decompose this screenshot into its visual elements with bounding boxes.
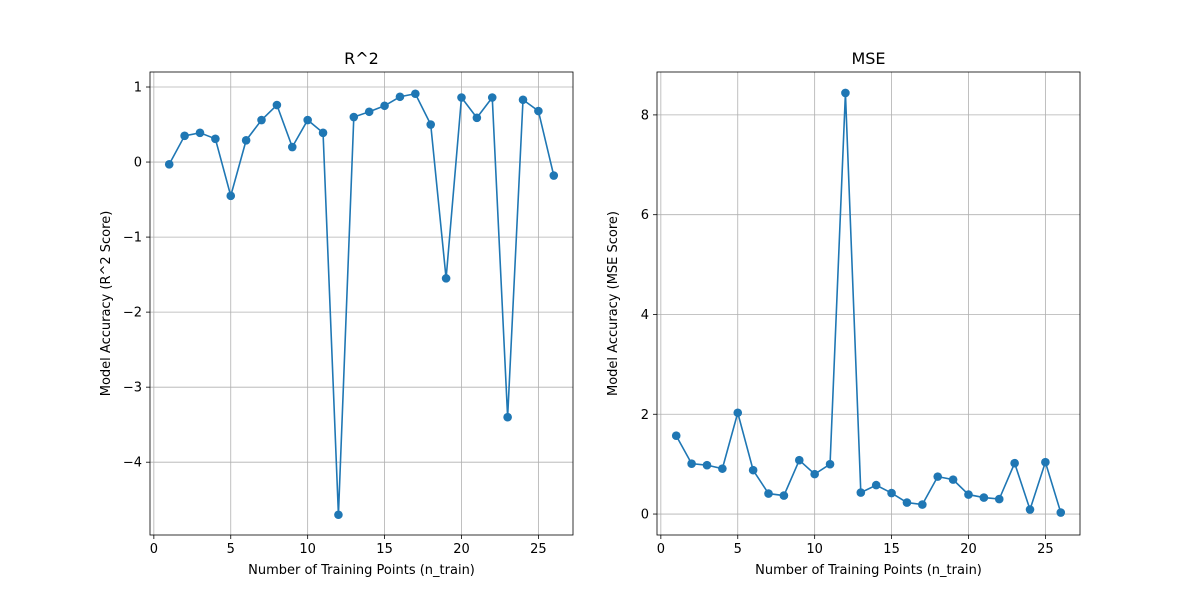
data-point xyxy=(303,115,312,125)
data-point xyxy=(503,412,512,422)
data-point xyxy=(1025,505,1035,514)
x-tick-label: 20 xyxy=(960,542,977,557)
chart-title: R^2 xyxy=(344,49,379,68)
data-point xyxy=(487,93,497,102)
data-point xyxy=(856,488,866,497)
data-point xyxy=(211,134,220,144)
data-point xyxy=(272,100,282,110)
data-point xyxy=(887,488,896,498)
x-tick-label: 0 xyxy=(150,542,158,557)
data-point xyxy=(979,493,989,502)
data-point xyxy=(918,500,927,509)
chart-mse: 0 5 10 15 20 25 0 2 4 6 8 MSE Number of Training Poi… xyxy=(606,49,1081,578)
x-tick-label: 20 xyxy=(453,542,470,557)
data-point xyxy=(180,131,189,141)
data-point xyxy=(364,107,374,117)
data-point xyxy=(1010,458,1019,468)
chart-title: MSE xyxy=(851,49,885,68)
data-point xyxy=(871,480,881,490)
data-point xyxy=(933,472,943,481)
data-point xyxy=(841,88,850,98)
y-axis-label: Model Accuracy (MSE Score) xyxy=(606,211,621,396)
data-point xyxy=(702,460,712,470)
x-tick-label: 5 xyxy=(734,542,742,557)
y-tick-label: −2 xyxy=(123,306,142,321)
data-point xyxy=(472,113,482,123)
y-tick-label: 0 xyxy=(134,156,142,171)
data-point xyxy=(748,465,758,475)
y-tick-label: −3 xyxy=(123,381,142,396)
x-tick-label: 25 xyxy=(530,542,547,557)
y-tick-label: −4 xyxy=(123,456,142,471)
data-point xyxy=(671,431,681,441)
y-tick-label: 4 xyxy=(641,308,649,323)
y-tick-label: 1 xyxy=(134,81,142,96)
data-point xyxy=(349,112,359,122)
data-point xyxy=(257,115,266,125)
data-point xyxy=(318,128,328,138)
data-point xyxy=(226,191,236,201)
data-point xyxy=(441,274,451,283)
data-point xyxy=(825,459,835,469)
data-point xyxy=(287,142,297,152)
x-tick-label: 15 xyxy=(376,542,393,557)
y-tick-label: 0 xyxy=(641,508,649,523)
data-point xyxy=(794,455,804,465)
y-axis-label: Model Accuracy (R^2 Score) xyxy=(99,211,114,397)
data-point xyxy=(1041,457,1050,467)
data-point xyxy=(164,159,174,169)
data-point xyxy=(411,89,420,99)
data-point xyxy=(779,491,789,500)
y-tick-label: 6 xyxy=(641,208,649,223)
x-tick-label: 25 xyxy=(1037,542,1054,557)
data-point xyxy=(764,489,773,498)
data-point xyxy=(718,464,727,473)
axes-frame xyxy=(149,71,574,536)
x-tick-label: 10 xyxy=(806,542,823,557)
data-point xyxy=(534,106,543,116)
data-point xyxy=(395,92,405,102)
axes-frame xyxy=(656,71,1081,536)
data-point xyxy=(810,469,819,479)
x-axis-label: Number of Training Points (n_train) xyxy=(248,563,475,578)
data-point xyxy=(426,120,436,129)
x-tick-label: 15 xyxy=(883,542,900,557)
y-tick-label: 8 xyxy=(641,108,649,123)
data-point xyxy=(518,95,528,105)
x-tick-label: 10 xyxy=(299,542,316,557)
data-point xyxy=(964,490,973,499)
data-point xyxy=(457,93,466,102)
y-tick-label: 2 xyxy=(641,408,649,423)
data-point xyxy=(902,498,912,507)
data-point xyxy=(380,101,389,111)
x-tick-label: 0 xyxy=(657,542,665,557)
data-point xyxy=(994,494,1004,504)
data-point xyxy=(195,128,205,138)
data-point xyxy=(948,475,958,484)
data-point xyxy=(733,408,743,418)
y-tick-label: −1 xyxy=(123,231,142,246)
data-point xyxy=(549,171,559,180)
x-axis-label: Number of Training Points (n_train) xyxy=(755,563,982,578)
data-point xyxy=(334,510,343,520)
data-point xyxy=(687,459,696,468)
data-point xyxy=(241,135,251,145)
x-tick-label: 5 xyxy=(227,542,235,557)
data-point xyxy=(1056,508,1066,517)
